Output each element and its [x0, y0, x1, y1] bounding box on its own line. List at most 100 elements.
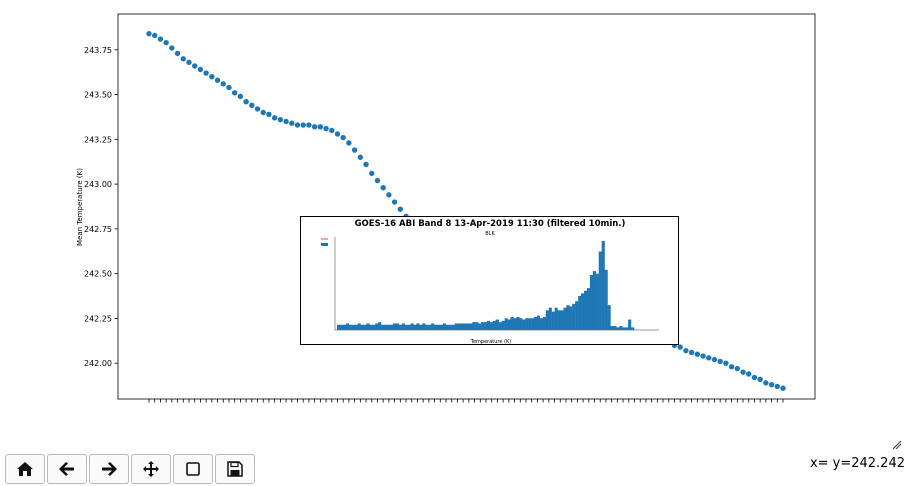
histogram-bar	[469, 323, 473, 330]
data-point	[220, 81, 226, 87]
data-point	[249, 102, 255, 109]
histogram-bar	[431, 323, 435, 330]
histogram-bar	[463, 323, 467, 330]
data-point	[180, 56, 186, 62]
histogram-bar	[339, 324, 344, 330]
data-point	[346, 140, 352, 146]
histogram-bar	[478, 323, 482, 330]
y-tick-label: 243.00	[84, 180, 112, 189]
histogram-bar	[401, 323, 405, 330]
home-button[interactable]	[5, 454, 45, 484]
data-point	[780, 385, 786, 391]
histogram-bar	[610, 326, 614, 330]
histogram-bar	[351, 324, 355, 330]
inset-subtitle: BLK	[485, 231, 495, 237]
data-point	[386, 192, 392, 198]
histogram-bar	[504, 318, 508, 330]
histogram-bar	[536, 315, 541, 330]
inset-legend	[321, 238, 328, 246]
histogram-bar	[592, 271, 596, 330]
histogram-bar	[357, 323, 361, 330]
data-point	[289, 120, 295, 126]
histogram-bar	[531, 318, 535, 330]
histogram-bar	[498, 322, 502, 330]
histogram-bar	[466, 323, 470, 330]
inset-title: GOES-16 ABI Band 8 13-Apr-2019 11:30 (fi…	[355, 219, 626, 229]
data-point	[203, 70, 209, 76]
histogram-bar	[404, 324, 408, 330]
data-point	[243, 99, 249, 105]
data-point	[169, 45, 175, 51]
cursor-coordinates: x= y=242.242	[809, 456, 905, 471]
histogram-bar	[460, 323, 464, 330]
data-point	[146, 30, 152, 37]
histogram-bar	[586, 288, 591, 330]
histogram-bar	[445, 324, 449, 330]
histogram-bar	[513, 318, 517, 330]
data-point	[157, 36, 164, 42]
data-point	[209, 73, 215, 80]
resize-grip-icon[interactable]	[893, 441, 901, 449]
data-point	[197, 66, 204, 73]
move-icon	[143, 461, 159, 477]
histogram-bar	[578, 295, 582, 330]
histogram-bar	[622, 327, 626, 330]
pan-button[interactable]	[131, 454, 171, 484]
histogram-bar	[595, 273, 599, 330]
back-button[interactable]	[47, 454, 87, 484]
histogram-bar	[607, 305, 611, 330]
histogram-bar	[542, 316, 546, 330]
square-icon	[186, 462, 200, 476]
histogram-bar	[528, 318, 532, 330]
data-point	[311, 124, 318, 130]
data-point	[683, 347, 689, 354]
histogram-bar	[372, 324, 376, 330]
histogram-bar	[425, 324, 429, 330]
save-button[interactable]	[215, 454, 255, 484]
data-point	[237, 93, 244, 100]
histogram-bar	[422, 323, 426, 330]
histogram-bar	[439, 324, 444, 330]
y-tick-label: 243.50	[84, 91, 112, 100]
data-point	[163, 39, 169, 46]
histogram-bar	[366, 323, 370, 330]
histogram-bar	[454, 323, 458, 330]
y-tick-label: 242.75	[84, 225, 112, 234]
data-point	[763, 380, 769, 386]
data-point	[300, 122, 306, 128]
arrow-right-icon	[102, 462, 117, 476]
data-point	[277, 116, 284, 123]
histogram-bar	[539, 318, 544, 330]
histogram-bar	[392, 323, 397, 330]
histogram-bar	[572, 303, 576, 330]
data-point	[768, 381, 775, 388]
histogram-bar	[472, 322, 476, 330]
data-point	[380, 184, 386, 191]
forward-button[interactable]	[89, 454, 129, 484]
y-tick-label: 243.75	[84, 46, 112, 55]
zoom-button[interactable]	[173, 454, 213, 484]
histogram-bar	[413, 324, 417, 330]
histogram-bar	[384, 324, 388, 330]
histogram-bar	[475, 322, 479, 330]
histogram-bar	[616, 327, 620, 330]
histogram-bar	[516, 316, 520, 330]
histogram-bar	[381, 324, 385, 330]
data-point	[283, 118, 289, 125]
histogram-bar	[613, 326, 617, 330]
histogram-bar	[360, 324, 364, 330]
inset-x-axis-label: Temperature (K)	[470, 339, 511, 345]
data-point	[677, 344, 683, 350]
data-point	[706, 355, 712, 361]
data-point	[186, 59, 192, 66]
histogram-bar	[548, 307, 552, 330]
data-point	[757, 376, 763, 383]
histogram-bar	[434, 324, 438, 330]
histogram-bar	[442, 323, 447, 330]
histogram-bar	[369, 324, 373, 330]
histogram-bar	[492, 320, 496, 330]
data-point	[351, 147, 358, 153]
histogram-bar	[481, 322, 485, 330]
histogram-bar	[337, 324, 341, 330]
data-point	[271, 115, 278, 121]
